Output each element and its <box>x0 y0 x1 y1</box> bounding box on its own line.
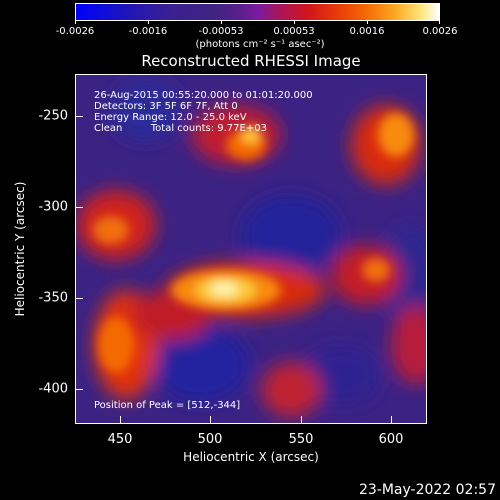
y-tick-label: -250 <box>38 108 68 124</box>
y-axis-label: Heliocentric Y (arcsec) <box>13 181 27 317</box>
y-tick-mark <box>75 298 83 299</box>
colorbar-tick-label: -0.00053 <box>198 26 244 37</box>
colorbar-tick-label: -0.0016 <box>128 26 168 37</box>
x-tick-label: 600 <box>378 432 404 447</box>
y-tick-mark <box>75 116 83 117</box>
y-tick-mark <box>75 207 83 208</box>
x-tick-mark <box>301 416 302 424</box>
energy-range-annotation: Energy Range: 12.0 - 25.0 keV <box>94 112 247 123</box>
y-tick-label: -400 <box>38 381 68 397</box>
x-tick-label: 500 <box>197 432 223 447</box>
x-tick-label: 450 <box>107 432 133 447</box>
colorbar-tick <box>367 20 368 24</box>
colorbar <box>75 3 440 21</box>
x-tick-mark <box>391 416 392 424</box>
detectors-annotation: Detectors: 3F 5F 6F 7F, Att 0 <box>94 101 238 112</box>
algorithm-label: Clean <box>94 123 123 134</box>
x-tick-mark <box>210 416 211 424</box>
colorbar-tick <box>75 20 76 24</box>
x-tick-label: 550 <box>288 432 314 447</box>
colorbar-tick-label: 0.0026 <box>422 26 458 37</box>
colorbar-tick <box>439 20 440 24</box>
plot-title: Reconstructed RHESSI Image <box>141 52 361 70</box>
colorbar-tick <box>148 20 149 24</box>
y-tick-label: -350 <box>38 290 68 306</box>
x-axis-label: Heliocentric X (arcsec) <box>183 450 319 464</box>
colorbar-tick <box>221 20 222 24</box>
rhessi-image <box>76 75 426 423</box>
colorbar-tick-label: 0.00053 <box>273 26 315 37</box>
total-counts-label: Total counts: 9.77E+03 <box>150 123 267 134</box>
time-range-annotation: 26-Aug-2015 00:55:20.000 to 01:01:20.000 <box>94 90 313 101</box>
y-tick-label: -300 <box>38 199 68 215</box>
timestamp: 23-May-2022 02:57 <box>358 482 496 498</box>
image-plot-area: 26-Aug-2015 00:55:20.000 to 01:01:20.000… <box>75 74 427 424</box>
clean-counts-annotation: Clean Total counts: 9.77E+03 <box>94 123 267 134</box>
colorbar-tick <box>294 20 295 24</box>
colorbar-unit-label: (photons cm⁻² s⁻¹ asec⁻²) <box>195 39 325 50</box>
colorbar-tick-label: -0.0026 <box>55 26 95 37</box>
peak-position-annotation: Position of Peak = [512,-344] <box>94 400 241 411</box>
x-tick-mark <box>120 416 121 424</box>
y-tick-mark <box>75 389 83 390</box>
colorbar-tick-label: 0.0016 <box>349 26 385 37</box>
